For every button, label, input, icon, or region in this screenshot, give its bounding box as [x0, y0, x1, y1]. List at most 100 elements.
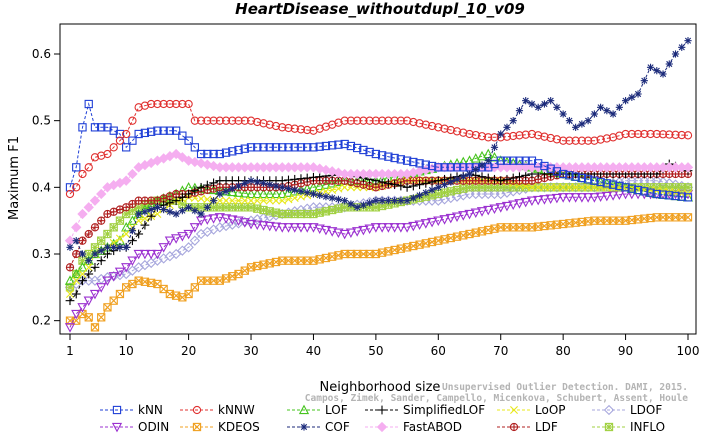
point-kdeos-5	[90, 323, 100, 332]
point-loop-35	[278, 196, 287, 205]
point-knn-29	[240, 144, 249, 153]
point-cof-98	[671, 50, 680, 58]
point-odin-20	[183, 229, 194, 240]
point-cof-37	[291, 186, 299, 194]
point-odin-50	[370, 223, 381, 233]
point-knnw-88	[608, 133, 618, 142]
point-lof-68	[483, 148, 494, 159]
point-kdeos-21	[190, 283, 199, 292]
point-cof-22	[197, 210, 205, 218]
x-axis-label: Neighborhood size	[320, 380, 441, 395]
x-tick-label-70: 70	[493, 344, 508, 358]
point-knn-18	[171, 126, 181, 135]
x-tick-label-60: 60	[431, 344, 446, 358]
point-knnw-81	[565, 136, 574, 145]
point-cof-70	[497, 130, 505, 138]
point-knnw-83	[577, 136, 587, 145]
point-odin-64	[458, 211, 469, 221]
point-ldof-26	[220, 220, 232, 232]
point-odin-23	[202, 215, 213, 225]
point-knn-26	[221, 148, 231, 157]
legend-item-odin: ODIN	[100, 420, 169, 434]
point-simplifiedlof-69	[490, 174, 499, 184]
point-loop-33	[265, 196, 274, 205]
point-knnw-54	[396, 116, 405, 125]
point-cof-8	[110, 243, 118, 251]
point-knnw-3	[78, 169, 87, 179]
point-odin-56	[408, 221, 419, 232]
point-simplifiedlof-70	[496, 176, 506, 186]
point-knn-46	[346, 141, 356, 151]
point-cof-46	[347, 200, 355, 208]
y-tick-label-0.2: 0.2	[32, 314, 51, 328]
point-cof-68	[484, 157, 492, 165]
point-knn-21	[190, 143, 199, 152]
series-cof	[66, 37, 692, 265]
point-cof-1	[66, 243, 74, 251]
point-cof-99	[678, 43, 686, 51]
point-cof-89	[615, 103, 623, 111]
point-knnw-74	[521, 130, 530, 139]
y-axis-label: Maximum F1	[7, 136, 22, 220]
point-cof-31	[253, 178, 261, 186]
point-cof-85	[590, 110, 598, 118]
point-simplifiedlof-67	[477, 172, 487, 182]
point-knn-78	[546, 164, 555, 173]
point-odin-15	[152, 249, 163, 260]
point-simplifiedlof-52	[383, 178, 393, 188]
point-knn-76	[534, 159, 543, 168]
point-cof-62	[447, 178, 455, 186]
point-knn-57	[415, 159, 424, 168]
point-knnw-57	[415, 119, 424, 128]
point-lof-28	[233, 187, 244, 197]
point-knn-72	[509, 156, 518, 165]
point-ldf-3	[78, 236, 87, 245]
point-knnw-2	[72, 183, 81, 192]
point-odin-9	[114, 267, 126, 278]
legend-marker-inflo	[604, 422, 614, 432]
point-lof-3	[77, 261, 88, 272]
point-ldf-1	[65, 263, 75, 272]
point-simplifiedlof-56	[408, 181, 418, 191]
point-lof-11	[127, 215, 138, 225]
point-knnw-48	[359, 116, 368, 125]
point-knn-71	[502, 156, 512, 165]
point-loop-75	[527, 183, 536, 192]
point-knnw-84	[583, 136, 593, 145]
plot-frame	[59, 23, 697, 335]
point-knnw-6	[97, 151, 106, 160]
point-knnw-89	[615, 131, 624, 140]
point-knn-54	[396, 155, 405, 164]
point-knnw-80	[559, 136, 568, 145]
point-loop-84	[584, 183, 593, 192]
point-knn-85	[590, 176, 599, 185]
point-knn-45	[340, 139, 349, 149]
point-simplifiedlof-5	[90, 262, 100, 272]
point-loop-12	[134, 216, 143, 225]
point-loop-83	[577, 183, 586, 192]
point-simplifiedlof-57	[415, 180, 424, 190]
y-tick-label-0.6: 0.6	[32, 47, 51, 61]
point-loop-44	[334, 184, 343, 193]
point-knn-50	[371, 149, 381, 159]
point-simplifiedlof-4	[84, 269, 94, 279]
point-loop-43	[328, 186, 337, 194]
point-inflo-9	[115, 216, 125, 225]
point-knnw-96	[658, 130, 668, 139]
point-cof-97	[665, 60, 673, 68]
point-simplifiedlof-22	[196, 182, 206, 192]
point-knnw-35	[278, 123, 287, 132]
point-cof-80	[559, 110, 567, 118]
point-cof-16	[160, 205, 168, 214]
point-knnw-64	[459, 128, 468, 137]
point-knn-62	[446, 163, 455, 172]
point-simplifiedlof-36	[284, 175, 293, 185]
series-kdeos	[65, 213, 693, 332]
legend-marker-knn	[112, 405, 122, 415]
point-cof-56	[409, 194, 417, 202]
point-knn-52	[384, 152, 393, 161]
point-knn-75	[527, 156, 537, 165]
point-loop-79	[552, 183, 561, 192]
point-knnw-10	[122, 129, 131, 139]
point-cof-36	[284, 185, 293, 193]
